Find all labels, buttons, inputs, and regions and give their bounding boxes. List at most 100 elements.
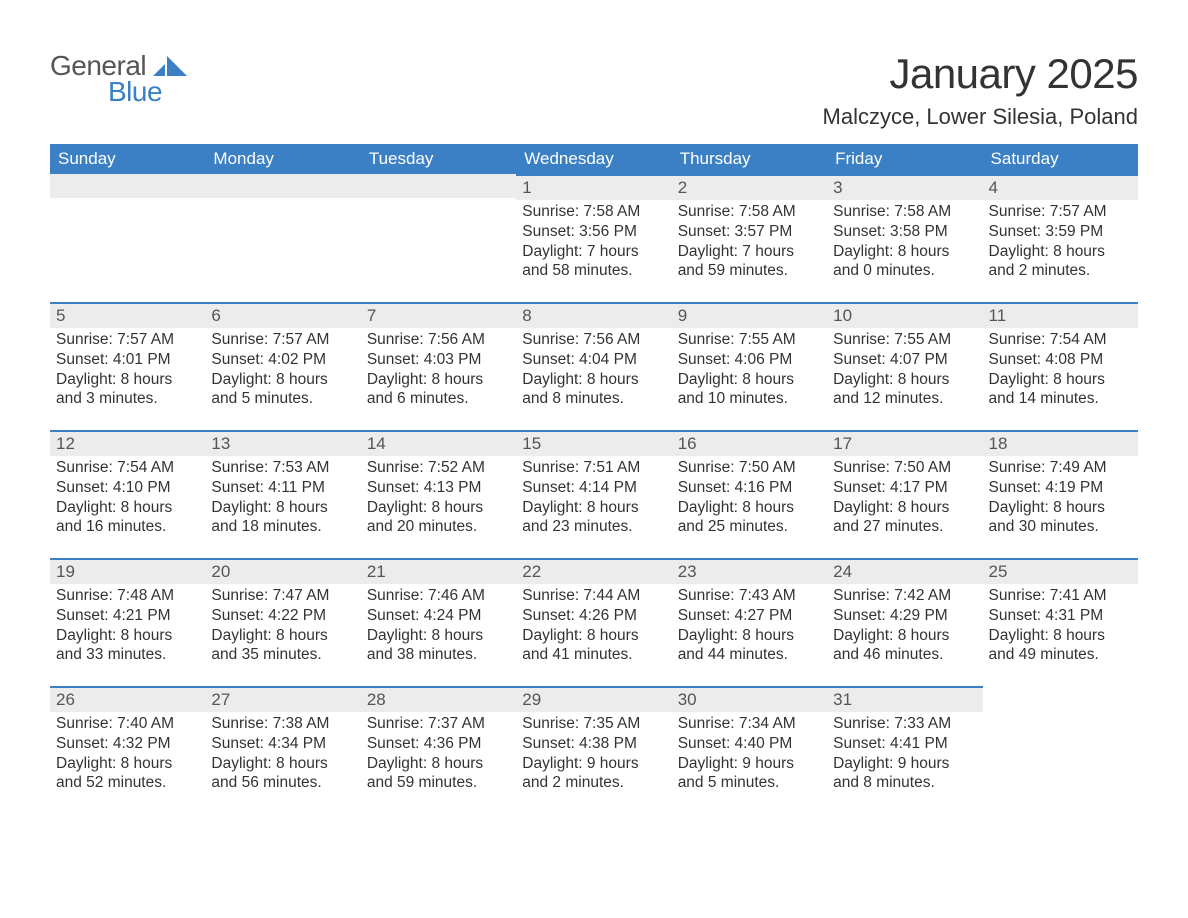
day-sunrise: Sunrise: 7:50 AM [678, 458, 821, 478]
day-day1: Daylight: 8 hours [989, 626, 1132, 646]
day-sunrise: Sunrise: 7:57 AM [989, 202, 1132, 222]
day-day1: Daylight: 8 hours [56, 754, 199, 774]
calendar-cell: 14Sunrise: 7:52 AMSunset: 4:13 PMDayligh… [361, 430, 516, 558]
empty-day-bar [361, 174, 516, 198]
day-day1: Daylight: 9 hours [678, 754, 821, 774]
day-number: 5 [50, 302, 205, 328]
day-sunrise: Sunrise: 7:44 AM [522, 586, 665, 606]
day-sunset: Sunset: 4:24 PM [367, 606, 510, 626]
calendar-row: 1Sunrise: 7:58 AMSunset: 3:56 PMDaylight… [50, 174, 1138, 302]
day-details: Sunrise: 7:46 AMSunset: 4:24 PMDaylight:… [361, 584, 516, 671]
day-day2: and 12 minutes. [833, 389, 976, 409]
day-sunset: Sunset: 4:01 PM [56, 350, 199, 370]
day-sunrise: Sunrise: 7:50 AM [833, 458, 976, 478]
calendar-row: 26Sunrise: 7:40 AMSunset: 4:32 PMDayligh… [50, 686, 1138, 814]
day-details: Sunrise: 7:54 AMSunset: 4:10 PMDaylight:… [50, 456, 205, 543]
calendar-cell: 2Sunrise: 7:58 AMSunset: 3:57 PMDaylight… [672, 174, 827, 302]
day-day1: Daylight: 8 hours [211, 370, 354, 390]
calendar-cell: 7Sunrise: 7:56 AMSunset: 4:03 PMDaylight… [361, 302, 516, 430]
day-day1: Daylight: 8 hours [989, 498, 1132, 518]
day-details: Sunrise: 7:55 AMSunset: 4:07 PMDaylight:… [827, 328, 982, 415]
calendar-cell: 12Sunrise: 7:54 AMSunset: 4:10 PMDayligh… [50, 430, 205, 558]
day-details: Sunrise: 7:47 AMSunset: 4:22 PMDaylight:… [205, 584, 360, 671]
day-number: 8 [516, 302, 671, 328]
day-number: 11 [983, 302, 1138, 328]
day-day2: and 33 minutes. [56, 645, 199, 665]
day-day1: Daylight: 8 hours [522, 498, 665, 518]
day-number: 27 [205, 686, 360, 712]
weekday-header: Thursday [672, 144, 827, 174]
day-sunrise: Sunrise: 7:55 AM [833, 330, 976, 350]
day-sunset: Sunset: 3:57 PM [678, 222, 821, 242]
day-sunrise: Sunrise: 7:57 AM [56, 330, 199, 350]
day-sunset: Sunset: 4:29 PM [833, 606, 976, 626]
day-day2: and 8 minutes. [522, 389, 665, 409]
weekday-header: Wednesday [516, 144, 671, 174]
day-sunset: Sunset: 4:34 PM [211, 734, 354, 754]
day-sunrise: Sunrise: 7:49 AM [989, 458, 1132, 478]
day-sunrise: Sunrise: 7:57 AM [211, 330, 354, 350]
header: General Blue January 2025 Malczyce, Lowe… [50, 50, 1138, 130]
weekday-header: Tuesday [361, 144, 516, 174]
day-details: Sunrise: 7:54 AMSunset: 4:08 PMDaylight:… [983, 328, 1138, 415]
day-day1: Daylight: 8 hours [522, 370, 665, 390]
day-day2: and 35 minutes. [211, 645, 354, 665]
day-sunset: Sunset: 4:14 PM [522, 478, 665, 498]
day-day1: Daylight: 9 hours [833, 754, 976, 774]
day-number: 16 [672, 430, 827, 456]
day-day2: and 30 minutes. [989, 517, 1132, 537]
day-number: 26 [50, 686, 205, 712]
day-sunrise: Sunrise: 7:46 AM [367, 586, 510, 606]
day-number: 24 [827, 558, 982, 584]
calendar-cell: 23Sunrise: 7:43 AMSunset: 4:27 PMDayligh… [672, 558, 827, 686]
day-sunset: Sunset: 4:41 PM [833, 734, 976, 754]
day-sunrise: Sunrise: 7:58 AM [833, 202, 976, 222]
calendar-table: SundayMondayTuesdayWednesdayThursdayFrid… [50, 144, 1138, 814]
day-number: 3 [827, 174, 982, 200]
day-sunset: Sunset: 4:17 PM [833, 478, 976, 498]
day-details: Sunrise: 7:52 AMSunset: 4:13 PMDaylight:… [361, 456, 516, 543]
calendar-cell: 18Sunrise: 7:49 AMSunset: 4:19 PMDayligh… [983, 430, 1138, 558]
day-number: 30 [672, 686, 827, 712]
calendar-cell: 6Sunrise: 7:57 AMSunset: 4:02 PMDaylight… [205, 302, 360, 430]
day-details: Sunrise: 7:35 AMSunset: 4:38 PMDaylight:… [516, 712, 671, 799]
calendar-cell: 9Sunrise: 7:55 AMSunset: 4:06 PMDaylight… [672, 302, 827, 430]
day-sunrise: Sunrise: 7:55 AM [678, 330, 821, 350]
day-sunrise: Sunrise: 7:35 AM [522, 714, 665, 734]
calendar-cell: 25Sunrise: 7:41 AMSunset: 4:31 PMDayligh… [983, 558, 1138, 686]
calendar-cell: 15Sunrise: 7:51 AMSunset: 4:14 PMDayligh… [516, 430, 671, 558]
calendar-cell: 11Sunrise: 7:54 AMSunset: 4:08 PMDayligh… [983, 302, 1138, 430]
day-day2: and 44 minutes. [678, 645, 821, 665]
calendar-cell: 5Sunrise: 7:57 AMSunset: 4:01 PMDaylight… [50, 302, 205, 430]
day-day2: and 10 minutes. [678, 389, 821, 409]
day-day2: and 59 minutes. [367, 773, 510, 793]
day-details: Sunrise: 7:56 AMSunset: 4:04 PMDaylight:… [516, 328, 671, 415]
day-details: Sunrise: 7:41 AMSunset: 4:31 PMDaylight:… [983, 584, 1138, 671]
calendar-cell [361, 174, 516, 302]
day-day1: Daylight: 8 hours [678, 498, 821, 518]
day-day2: and 27 minutes. [833, 517, 976, 537]
calendar-cell: 16Sunrise: 7:50 AMSunset: 4:16 PMDayligh… [672, 430, 827, 558]
day-sunrise: Sunrise: 7:51 AM [522, 458, 665, 478]
day-day2: and 6 minutes. [367, 389, 510, 409]
day-sunrise: Sunrise: 7:37 AM [367, 714, 510, 734]
day-details: Sunrise: 7:58 AMSunset: 3:56 PMDaylight:… [516, 200, 671, 287]
day-day2: and 25 minutes. [678, 517, 821, 537]
calendar-header-row: SundayMondayTuesdayWednesdayThursdayFrid… [50, 144, 1138, 174]
day-number: 1 [516, 174, 671, 200]
day-number: 23 [672, 558, 827, 584]
day-day1: Daylight: 8 hours [367, 370, 510, 390]
day-sunset: Sunset: 4:03 PM [367, 350, 510, 370]
day-sunset: Sunset: 4:38 PM [522, 734, 665, 754]
day-number: 14 [361, 430, 516, 456]
brand-logo: General Blue [50, 50, 187, 108]
day-details: Sunrise: 7:53 AMSunset: 4:11 PMDaylight:… [205, 456, 360, 543]
calendar-cell [983, 686, 1138, 814]
calendar-cell: 22Sunrise: 7:44 AMSunset: 4:26 PMDayligh… [516, 558, 671, 686]
calendar-cell: 30Sunrise: 7:34 AMSunset: 4:40 PMDayligh… [672, 686, 827, 814]
day-day1: Daylight: 8 hours [211, 626, 354, 646]
empty-day-bar [50, 174, 205, 198]
day-sunset: Sunset: 4:21 PM [56, 606, 199, 626]
calendar-cell: 13Sunrise: 7:53 AMSunset: 4:11 PMDayligh… [205, 430, 360, 558]
day-number: 25 [983, 558, 1138, 584]
